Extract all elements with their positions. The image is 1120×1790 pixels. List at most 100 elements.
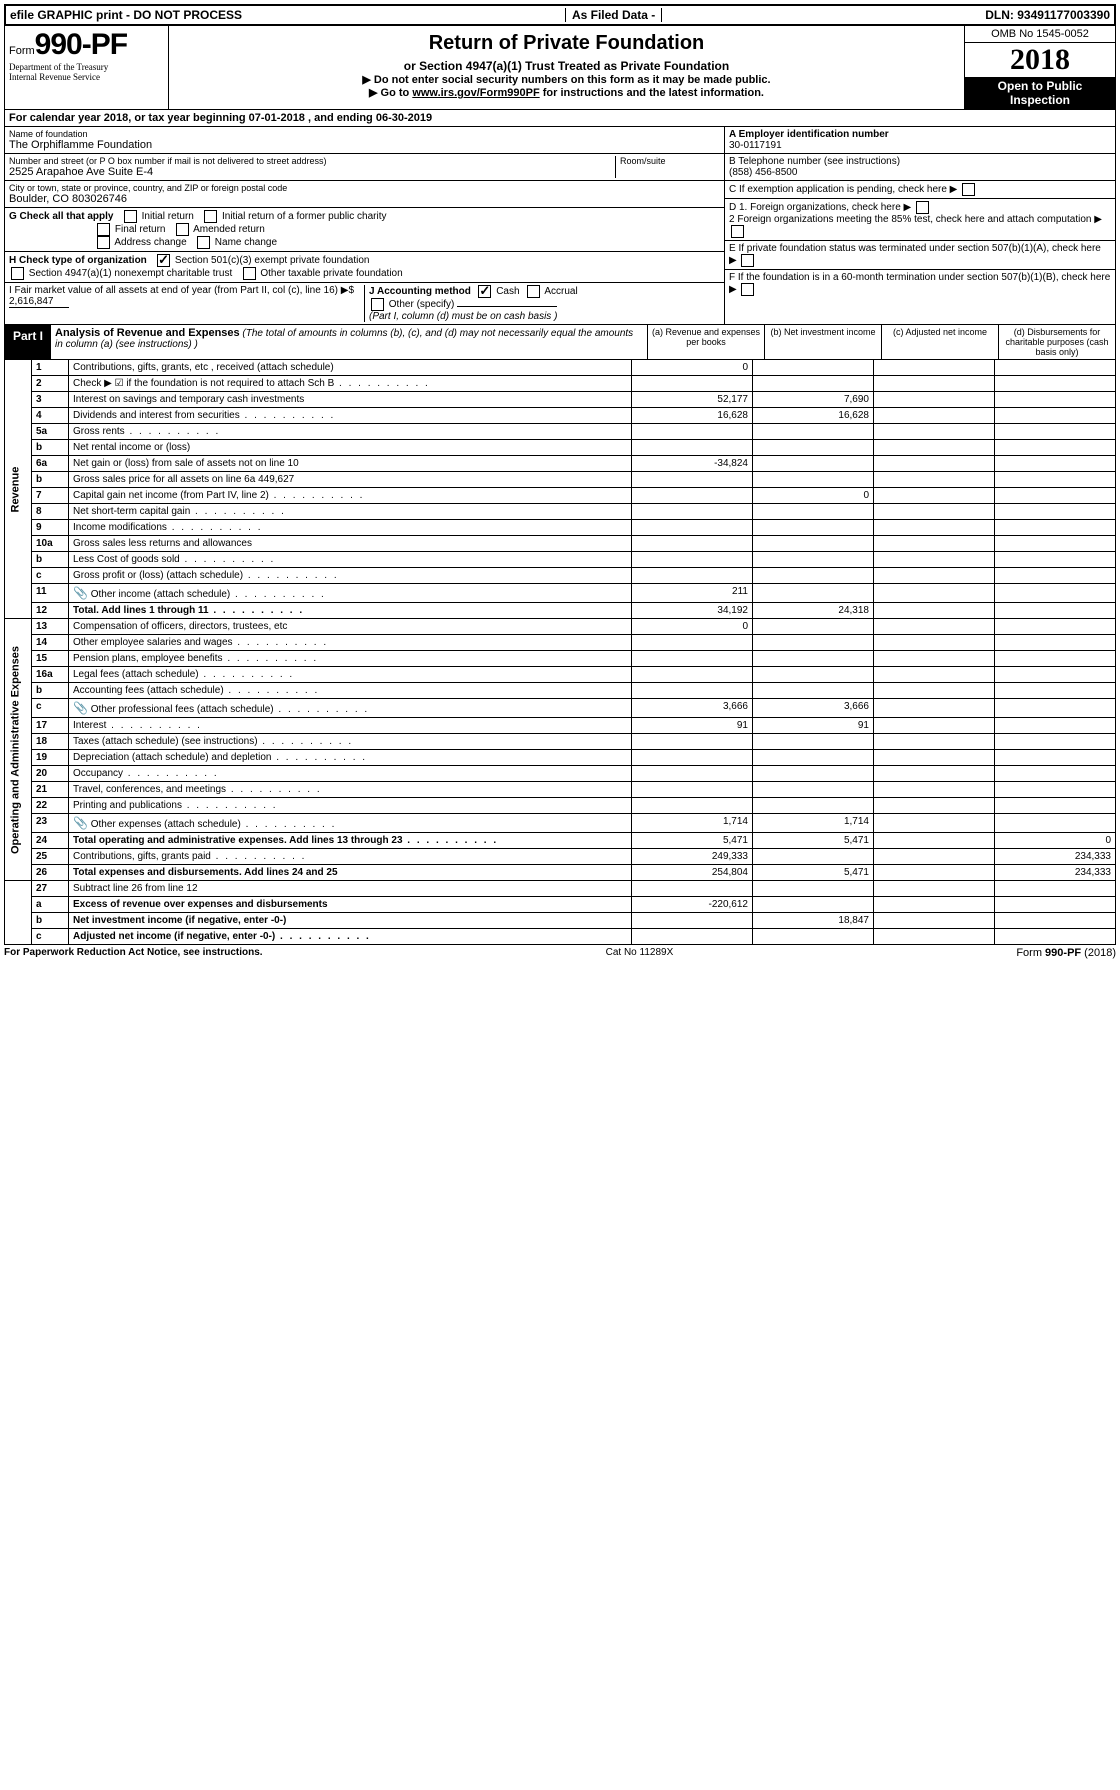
part1-header: Part I Analysis of Revenue and Expenses … — [4, 325, 1116, 360]
cell-value: 5,471 — [753, 833, 874, 849]
chk-4947a1[interactable] — [11, 267, 24, 280]
line-desc: Excess of revenue over expenses and disb… — [73, 899, 328, 910]
cell-value — [874, 635, 995, 651]
line-desc: Legal fees (attach schedule) — [73, 669, 199, 680]
cell-value — [632, 376, 753, 392]
cell-value — [995, 392, 1116, 408]
header-center: Return of Private Foundation or Section … — [169, 26, 964, 109]
cell-value — [995, 619, 1116, 635]
cell-value — [753, 360, 874, 376]
cell-value — [874, 424, 995, 440]
line-number: b — [32, 552, 69, 568]
phone-value: (858) 456-8500 — [729, 167, 1111, 178]
cell-value — [995, 552, 1116, 568]
cell-value — [995, 584, 1116, 603]
line-desc: Gross sales price for all assets on line… — [73, 474, 294, 485]
line-desc: Net gain or (loss) from sale of assets n… — [73, 458, 299, 469]
cell-value — [874, 603, 995, 619]
cell-value — [874, 440, 995, 456]
cell-value — [995, 456, 1116, 472]
cell-value: 254,804 — [632, 865, 753, 881]
section-c: C If exemption application is pending, c… — [725, 181, 1115, 199]
cell-value — [874, 798, 995, 814]
chk-initial-return[interactable] — [124, 210, 137, 223]
line-desc: Taxes (attach schedule) (see instruction… — [73, 736, 258, 747]
cell-value: 0 — [995, 833, 1116, 849]
cell-value — [632, 929, 753, 945]
cell-value — [753, 376, 874, 392]
cell-value — [632, 782, 753, 798]
attach-icon[interactable]: 📎 — [73, 701, 88, 715]
chk-initial-former[interactable] — [204, 210, 217, 223]
line-desc: Depreciation (attach schedule) and deple… — [73, 752, 271, 763]
instr-link: ▶ Go to www.irs.gov/Form990PF for instru… — [173, 86, 960, 99]
foundation-name: The Orphiflamme Foundation — [9, 139, 720, 151]
line-number: 22 — [32, 798, 69, 814]
line-number: 9 — [32, 520, 69, 536]
line-number: b — [32, 472, 69, 488]
cell-value — [632, 881, 753, 897]
line-number: 24 — [32, 833, 69, 849]
section-f: F If the foundation is in a 60-month ter… — [725, 270, 1115, 298]
chk-cash[interactable] — [478, 285, 491, 298]
cell-value — [753, 456, 874, 472]
cell-value — [632, 520, 753, 536]
line-desc: Dividends and interest from securities — [73, 410, 240, 421]
cell-value — [995, 651, 1116, 667]
cell-value — [753, 849, 874, 865]
chk-status-terminated[interactable] — [741, 254, 754, 267]
cell-value — [874, 929, 995, 945]
form-header: Form990-PF Department of the Treasury In… — [4, 26, 1116, 110]
attach-icon[interactable]: 📎 — [73, 816, 88, 830]
cell-value — [995, 603, 1116, 619]
line-number: 3 — [32, 392, 69, 408]
chk-name-change[interactable] — [197, 236, 210, 249]
cell-value — [995, 913, 1116, 929]
line-number: 7 — [32, 488, 69, 504]
cell-value — [753, 766, 874, 782]
line-desc: Interest on savings and temporary cash i… — [73, 394, 304, 405]
line-desc: Other employee salaries and wages — [73, 637, 233, 648]
cell-value: 0 — [632, 360, 753, 376]
cell-value — [753, 472, 874, 488]
cell-value — [874, 897, 995, 913]
section-d: D 1. Foreign organizations, check here ▶… — [725, 199, 1115, 241]
line-number: 13 — [32, 619, 69, 635]
cell-value — [874, 881, 995, 897]
chk-final-return[interactable] — [97, 223, 110, 236]
cell-value — [632, 766, 753, 782]
cell-value — [874, 584, 995, 603]
irs-link[interactable]: www.irs.gov/Form990PF — [412, 87, 539, 99]
chk-60month[interactable] — [741, 283, 754, 296]
cell-value — [753, 635, 874, 651]
cell-value — [753, 520, 874, 536]
cell-value — [995, 568, 1116, 584]
chk-address-change[interactable] — [97, 236, 110, 249]
attach-icon[interactable]: 📎 — [73, 586, 88, 600]
chk-foreign-org[interactable] — [916, 201, 929, 214]
cell-value — [753, 651, 874, 667]
line-number: 14 — [32, 635, 69, 651]
side-label: Operating and Administrative Expenses — [5, 619, 32, 881]
name-label: Name of foundation — [9, 129, 720, 139]
line-desc: Interest — [73, 720, 106, 731]
chk-amended-return[interactable] — [176, 223, 189, 236]
cell-value — [995, 472, 1116, 488]
line-number: 16a — [32, 667, 69, 683]
cell-value — [874, 408, 995, 424]
cell-value: -220,612 — [632, 897, 753, 913]
col-d-header: (d) Disbursements for charitable purpose… — [998, 325, 1115, 359]
chk-other-taxable[interactable] — [243, 267, 256, 280]
chk-other-method[interactable] — [371, 298, 384, 311]
chk-accrual[interactable] — [527, 285, 540, 298]
foundation-addr: 2525 Arapahoe Ave Suite E-4 — [9, 166, 615, 178]
cell-value — [995, 718, 1116, 734]
cell-value — [995, 667, 1116, 683]
cell-value: 24,318 — [753, 603, 874, 619]
chk-501c3[interactable] — [157, 254, 170, 267]
paperwork-notice: For Paperwork Reduction Act Notice, see … — [4, 947, 263, 959]
line-desc: Less Cost of goods sold — [73, 554, 180, 565]
chk-exemption-pending[interactable] — [962, 183, 975, 196]
cell-value — [874, 814, 995, 833]
chk-85pct[interactable] — [731, 225, 744, 238]
